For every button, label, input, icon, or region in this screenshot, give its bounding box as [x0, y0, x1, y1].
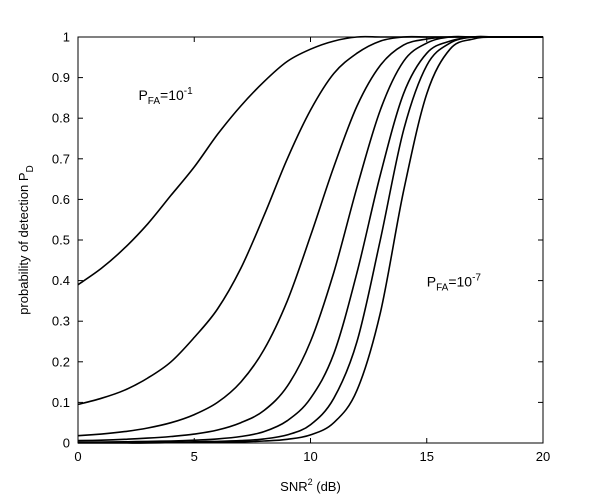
y-tick-label: 1	[63, 30, 70, 45]
x-tick-label: 0	[74, 449, 81, 464]
y-tick-label: 0.1	[52, 395, 70, 410]
y-tick-label: 0.9	[52, 70, 70, 85]
y-tick-label: 0.3	[52, 314, 70, 329]
x-tick-label: 15	[420, 449, 434, 464]
axis-labels-group: SNR2 (dB) probability of detection PD PFA=…	[16, 86, 481, 494]
y-tick-label: 0.5	[52, 233, 70, 248]
tick-labels-group: 0 5 10 15 20 0 0.1 0.2 0.3 0.4 0.5 0.6 0.7 0.8 0.9 1	[52, 30, 550, 465]
y-tick-label: 0.8	[52, 111, 70, 126]
x-axis-label: SNR2 (dB)	[280, 477, 341, 494]
y-tick-label: 0.4	[52, 273, 70, 288]
annotation-pfa-low: PFA=10-7	[427, 273, 482, 294]
y-tick-label: 0.6	[52, 192, 70, 207]
y-axis-label: probability of detection PD	[16, 165, 36, 315]
series-line-5	[77, 35, 543, 443]
x-tick-label: 20	[536, 449, 550, 464]
annotation-pfa-high: PFA=10-1	[138, 86, 193, 107]
x-tick-label: 10	[303, 449, 317, 464]
axes-group	[77, 36, 544, 444]
y-tick-label: 0	[63, 436, 70, 451]
series-line-4	[77, 35, 543, 442]
x-tick-label: 5	[191, 449, 198, 464]
y-tick-label: 0.7	[52, 151, 70, 166]
y-tick-label: 0.2	[52, 354, 70, 369]
